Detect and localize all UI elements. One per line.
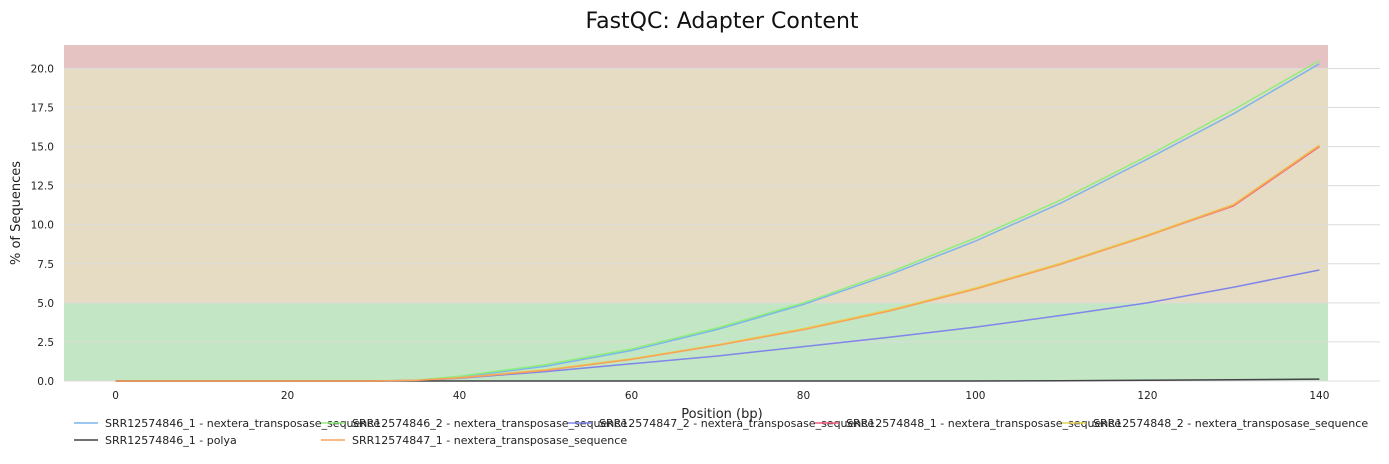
y-axis-label: % of Sequences <box>9 161 24 265</box>
legend-label-2: SRR12574847_2 - nextera_transposase_sequ… <box>599 417 874 430</box>
series-line-6 <box>115 145 1320 382</box>
y-tick-label: 0.0 <box>37 376 54 388</box>
y-tick-label: 15.0 <box>31 142 54 154</box>
threshold-band-2 <box>64 45 1328 69</box>
y-tick-label: 10.0 <box>31 220 54 232</box>
x-tick-label: 60 <box>625 390 638 402</box>
series-lines <box>115 59 1320 382</box>
threshold-bands <box>64 45 1328 381</box>
x-tick-label: 140 <box>1309 390 1329 402</box>
legend-label-6: SRR12574847_1 - nextera_transposase_sequ… <box>352 434 627 447</box>
y-tick-label: 12.5 <box>31 181 54 193</box>
x-tick-label: 0 <box>112 390 119 402</box>
x-tick-label: 80 <box>797 390 810 402</box>
legend-label-5: SRR12574846_1 - polya <box>105 434 237 447</box>
y-tick-label: 7.5 <box>37 259 54 271</box>
x-tick-label: 120 <box>1137 390 1157 402</box>
chart-title: FastQC: Adapter Content <box>585 9 858 34</box>
legend: SRR12574846_1 - nextera_transposase_sequ… <box>74 417 1368 447</box>
legend-label-4: SRR12574848_2 - nextera_transposase_sequ… <box>1093 417 1368 430</box>
x-tick-label: 100 <box>965 390 985 402</box>
x-axis-ticks: 0 20 40 60 80 100 120 140 <box>112 390 1329 402</box>
gridlines <box>64 67 1380 382</box>
legend-label-1: SRR12574846_2 - nextera_transposase_sequ… <box>352 417 627 430</box>
y-tick-label: 17.5 <box>31 103 54 115</box>
y-tick-label: 2.5 <box>37 337 54 349</box>
y-axis-ticks: 0.0 2.5 5.0 7.5 10.0 12.5 15.0 17.5 20.0 <box>31 63 54 388</box>
y-tick-label: 5.0 <box>37 298 54 310</box>
x-tick-label: 40 <box>453 390 466 402</box>
x-tick-label: 20 <box>281 390 294 402</box>
x-axis-label: Position (bp) <box>681 407 762 422</box>
y-tick-label: 20.0 <box>31 63 54 75</box>
legend-label-0: SRR12574846_1 - nextera_transposase_sequ… <box>105 417 380 430</box>
legend-label-3: SRR12574848_1 - nextera_transposase_sequ… <box>846 417 1121 430</box>
